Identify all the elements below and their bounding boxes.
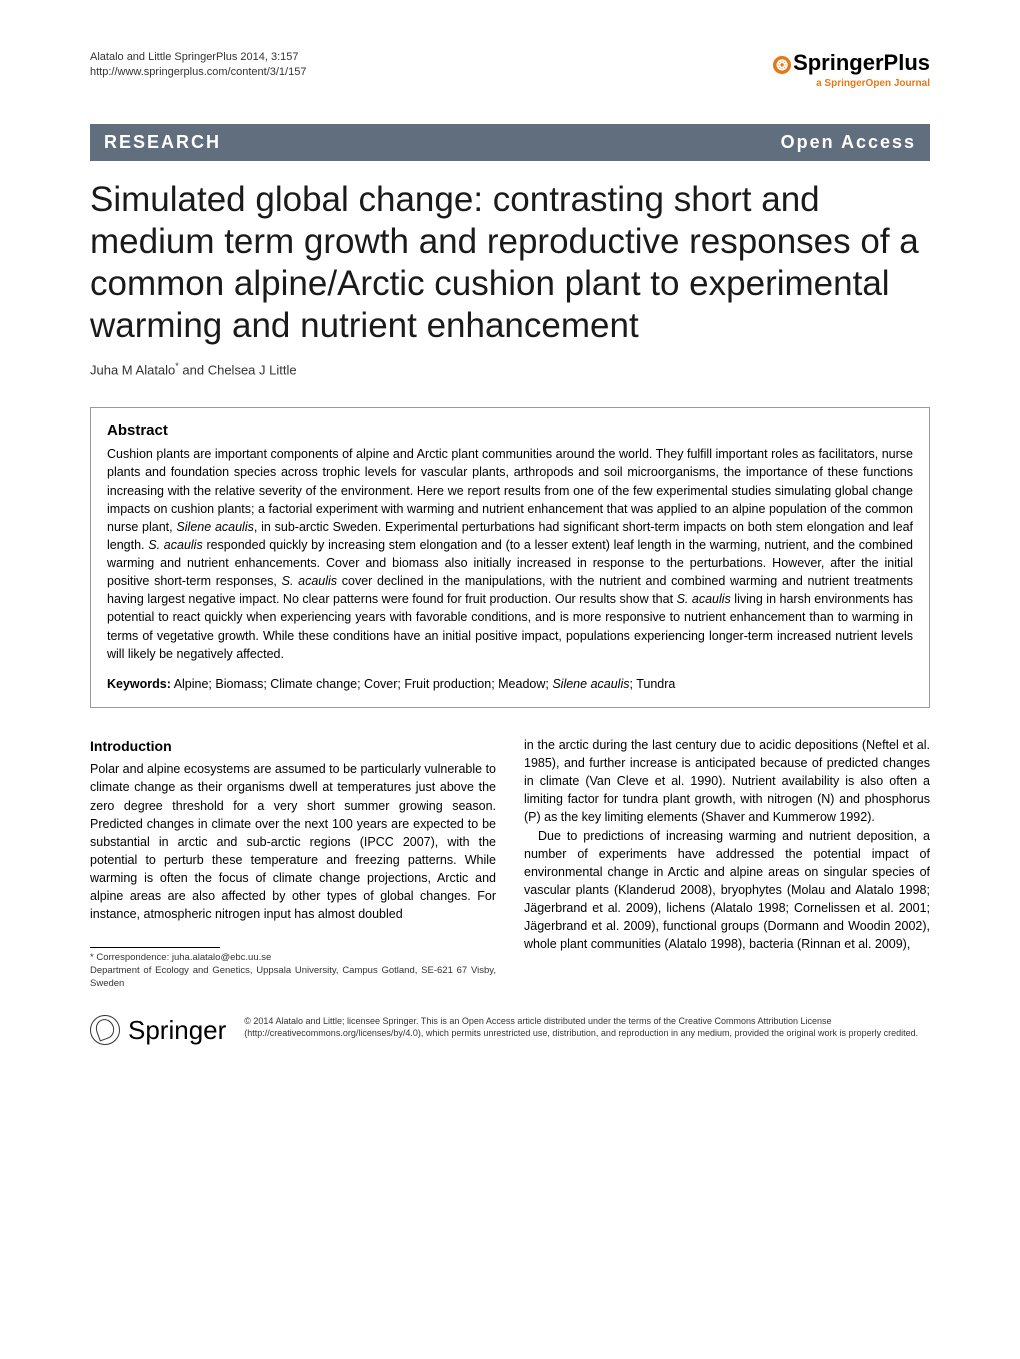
citation-line: Alatalo and Little SpringerPlus 2014, 3:…	[90, 50, 306, 65]
keywords-values: Alpine; Biomass; Climate change; Cover; …	[171, 677, 675, 691]
abstract-text: Cushion plants are important components …	[107, 445, 913, 663]
authors-line: Juha M Alatalo* and Chelsea J Little	[90, 361, 930, 377]
page-footer: Springer © 2014 Alatalo and Little; lice…	[90, 1007, 930, 1046]
keywords-line: Keywords: Alpine; Biomass; Climate chang…	[107, 675, 913, 693]
keywords-label: Keywords:	[107, 677, 171, 691]
journal-brand: ❂SpringerPlus a SpringerOpen Journal	[773, 50, 930, 89]
column-right: in the arctic during the last century du…	[524, 736, 930, 991]
footnote-block: * Correspondence: juha.alatalo@ebc.uu.se…	[90, 952, 496, 990]
abstract-box: Abstract Cushion plants are important co…	[90, 407, 930, 708]
banner-access: Open Access	[781, 132, 916, 153]
intro-heading: Introduction	[90, 736, 496, 756]
license-text: © 2014 Alatalo and Little; licensee Spri…	[244, 1015, 930, 1039]
citation-url: http://www.springerplus.com/content/3/1/…	[90, 65, 306, 80]
page-header: Alatalo and Little SpringerPlus 2014, 3:…	[90, 50, 930, 89]
springer-horse-icon	[90, 1015, 120, 1045]
journal-name: ❂SpringerPlus	[773, 50, 930, 76]
citation-block: Alatalo and Little SpringerPlus 2014, 3:…	[90, 50, 306, 81]
correspondence-line: * Correspondence: juha.alatalo@ebc.uu.se	[90, 952, 496, 965]
spring-icon: ❂	[773, 56, 791, 74]
journal-name-suffix: Plus	[884, 50, 930, 75]
page-container: Alatalo and Little SpringerPlus 2014, 3:…	[0, 0, 1020, 1076]
body-paragraph: Due to predictions of increasing warming…	[524, 827, 930, 954]
springer-logo: Springer	[90, 1015, 226, 1046]
banner-article-type: RESEARCH	[104, 132, 221, 153]
journal-tagline: a SpringerOpen Journal	[773, 78, 930, 89]
affiliation-line: Department of Ecology and Genetics, Upps…	[90, 965, 496, 991]
article-title: Simulated global change: contrasting sho…	[90, 179, 930, 347]
footer-logo-text: Springer	[128, 1015, 226, 1046]
body-paragraph: Polar and alpine ecosystems are assumed …	[90, 760, 496, 923]
footnote-divider	[90, 947, 220, 948]
article-type-banner: RESEARCH Open Access	[90, 124, 930, 161]
column-left: Introduction Polar and alpine ecosystems…	[90, 736, 496, 991]
body-columns: Introduction Polar and alpine ecosystems…	[90, 736, 930, 991]
body-paragraph: in the arctic during the last century du…	[524, 736, 930, 827]
abstract-heading: Abstract	[107, 422, 913, 439]
journal-name-main: Springer	[793, 50, 883, 75]
